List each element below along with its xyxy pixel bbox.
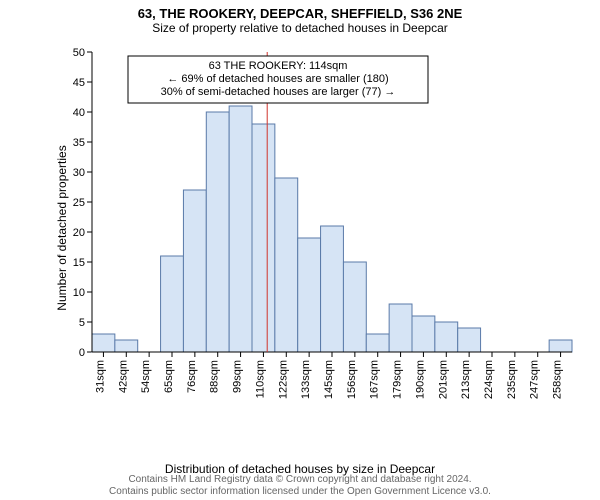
svg-text:167sqm: 167sqm [369,360,381,399]
svg-text:65sqm: 65sqm [163,360,175,393]
footer-line-1: Contains HM Land Registry data © Crown c… [0,474,600,486]
svg-text:213sqm: 213sqm [460,360,472,399]
svg-text:50: 50 [73,47,85,59]
histogram-chart: 0 5 10 15 20 25 30 35 40 45 50 31sqm 42sqm 54sqm 65sqm… [58,46,578,410]
svg-text:99sqm: 99sqm [232,360,244,393]
svg-text:145sqm: 145sqm [323,360,335,399]
svg-text:← 69% of detached houses are s: ← 69% of detached houses are smaller (18… [167,73,388,85]
svg-text:0: 0 [79,347,85,359]
svg-text:30% of semi-detached houses ar: 30% of semi-detached houses are larger (… [161,86,396,98]
chart-title-main: 63, THE ROOKERY, DEEPCAR, SHEFFIELD, S36… [0,0,600,21]
svg-text:40: 40 [73,107,85,119]
svg-text:63 THE ROOKERY: 114sqm: 63 THE ROOKERY: 114sqm [209,60,348,72]
svg-text:201sqm: 201sqm [437,360,449,399]
svg-text:133sqm: 133sqm [300,360,312,399]
svg-text:10: 10 [73,287,85,299]
svg-text:5: 5 [79,317,85,329]
svg-text:88sqm: 88sqm [209,360,221,393]
svg-text:156sqm: 156sqm [346,360,358,399]
svg-text:31sqm: 31sqm [94,360,106,393]
svg-text:235sqm: 235sqm [506,360,518,399]
svg-text:54sqm: 54sqm [140,360,152,393]
svg-text:25: 25 [73,197,85,209]
svg-text:45: 45 [73,77,85,89]
svg-text:110sqm: 110sqm [254,360,266,398]
svg-text:247sqm: 247sqm [529,360,541,399]
svg-text:224sqm: 224sqm [483,360,495,399]
svg-text:122sqm: 122sqm [277,360,289,399]
y-axis-label: Number of detached properties [55,145,69,310]
svg-text:258sqm: 258sqm [552,360,564,399]
svg-text:76sqm: 76sqm [186,360,198,393]
svg-text:42sqm: 42sqm [117,360,129,393]
svg-text:20: 20 [73,227,85,239]
chart-container: Number of detached properties 0 5 10 15 20 25… [58,46,578,410]
chart-title-sub: Size of property relative to detached ho… [0,21,600,37]
svg-text:15: 15 [73,257,85,269]
svg-text:190sqm: 190sqm [414,360,426,399]
svg-text:35: 35 [73,137,85,149]
svg-text:179sqm: 179sqm [392,360,404,399]
footer-attribution: Contains HM Land Registry data © Crown c… [0,474,600,498]
footer-line-2: Contains public sector information licen… [0,486,600,498]
svg-text:30: 30 [73,167,85,179]
